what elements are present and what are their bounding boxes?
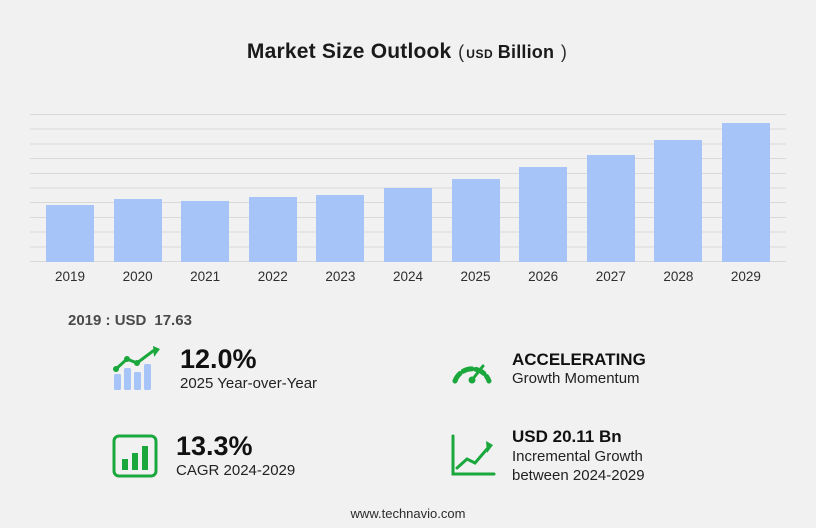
momentum-label: Growth Momentum	[512, 370, 640, 388]
bar-2027	[586, 154, 635, 262]
x-tick-2024: 2024	[392, 268, 423, 284]
base-year-value: 17.63	[154, 312, 192, 329]
chart-column-2025: 2025	[450, 114, 502, 290]
bar-2023	[316, 195, 365, 262]
base-year-label: 2019 : USD	[68, 312, 147, 329]
cagr-value: 13.3%	[176, 431, 253, 462]
chart-column-2024: 2024	[382, 114, 434, 290]
chart-column-2022: 2022	[247, 114, 299, 290]
x-tick-2019: 2019	[54, 268, 86, 284]
bar-2020	[113, 199, 162, 262]
title-currency: USD	[466, 47, 494, 61]
page-title: Market Size Outlook (USD Billion )	[0, 0, 816, 64]
x-tick-2027: 2027	[595, 268, 626, 284]
x-tick-2026: 2026	[528, 268, 559, 284]
stat-yoy: 12.0% 2025 Year-over-Year	[112, 344, 448, 393]
stats-grid: 12.0% 2025 Year-over-Year ACCELERATING G…	[112, 344, 816, 485]
x-tick-2021: 2021	[190, 268, 221, 284]
chart-column-2023: 2023	[314, 114, 366, 290]
bar-2019	[46, 205, 94, 262]
stat-incremental: USD 20.11 Bn Incremental Growth between …	[448, 427, 816, 485]
technavio-url: www.technavio.com	[350, 506, 466, 521]
x-tick-2029: 2029	[730, 268, 761, 284]
incremental-label: Incremental Growth between 2024-2029	[512, 447, 645, 484]
market-size-bar-chart: 2019 2020 2021 2022 2023 2024 2025 2026 2027 2028…	[30, 114, 786, 290]
bar-trend-icon	[112, 346, 164, 392]
chart-column-2026: 2026	[517, 114, 569, 290]
x-tick-2028: 2028	[663, 268, 694, 284]
chart-column-2019: 2019	[44, 114, 96, 290]
stat-cagr: 13.3% CAGR 2024-2029	[112, 427, 448, 485]
growth-line-icon	[448, 433, 496, 479]
chart-column-2021: 2021	[179, 114, 231, 290]
momentum-value: ACCELERATING	[512, 349, 646, 369]
incremental-value: USD 20.11 Bn	[512, 427, 622, 447]
stat-momentum: ACCELERATING Growth Momentum	[448, 345, 816, 393]
yoy-value: 12.0%	[180, 344, 257, 374]
bar-2024	[383, 187, 432, 262]
title-paren-close: )	[560, 42, 568, 62]
chart-column-2020: 2020	[112, 114, 164, 290]
chart-column-2027: 2027	[585, 114, 637, 290]
speedometer-icon	[448, 352, 496, 386]
cagr-label: CAGR 2024-2029	[176, 461, 296, 479]
chart-column-2029: 2029	[720, 114, 772, 290]
bar-2022	[248, 197, 297, 262]
yoy-label: 2025 Year-over-Year	[180, 374, 318, 392]
title-unit: Billion	[497, 42, 555, 62]
chart-plot-area: 2019 2020 2021 2022 2023 2024 2025 2026 2027 2028…	[44, 114, 772, 290]
base-year-note: 2019 : USD 17.63	[68, 312, 816, 329]
x-tick-2023: 2023	[325, 268, 356, 284]
x-tick-2025: 2025	[460, 268, 491, 284]
x-tick-2020: 2020	[122, 268, 153, 284]
title-paren-open: (	[458, 42, 465, 62]
title-main: Market Size Outlook	[246, 40, 452, 63]
bar-2026	[519, 167, 568, 262]
framed-bars-icon	[112, 433, 160, 479]
bar-2029	[721, 122, 770, 262]
bar-2025	[451, 178, 500, 262]
x-tick-2022: 2022	[257, 268, 288, 284]
chart-column-2028: 2028	[652, 114, 704, 290]
bar-2021	[181, 201, 230, 262]
bar-2028	[654, 140, 703, 262]
